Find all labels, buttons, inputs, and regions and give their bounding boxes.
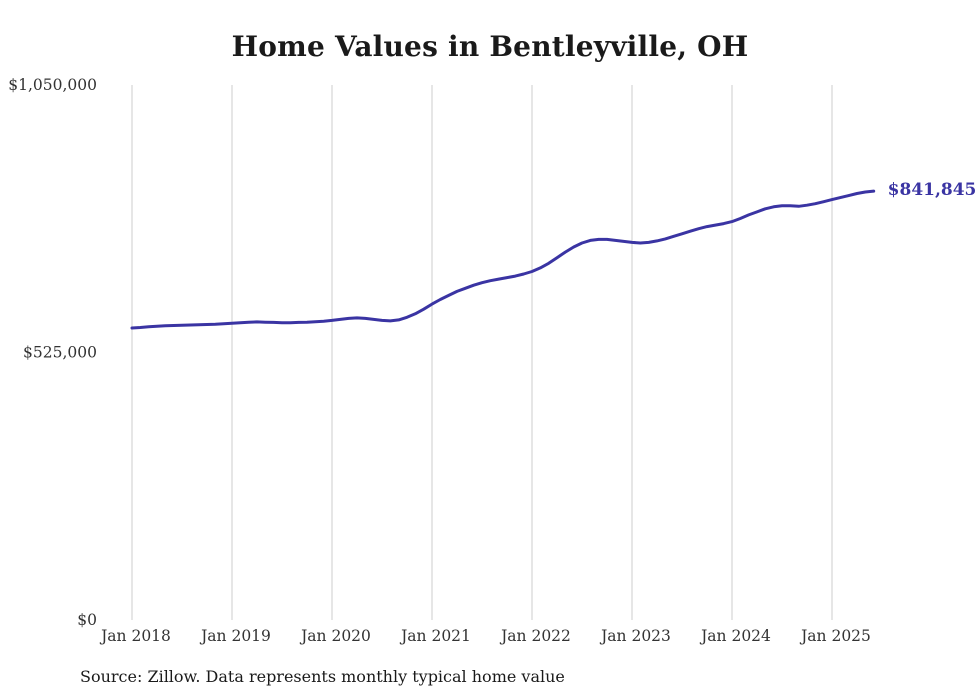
x-tick-label: Jan 2024 [699, 627, 771, 645]
y-tick-label: $1,050,000 [8, 76, 97, 94]
latest-value-label: $841,845 [887, 180, 977, 201]
chart-title: Home Values in Bentleyville, OH [231, 30, 749, 63]
x-tick-label: Jan 2019 [199, 627, 271, 645]
x-tick-label: Jan 2023 [599, 627, 671, 645]
home-value-line [130, 189, 876, 330]
x-tick-label: Jan 2021 [399, 627, 471, 645]
x-tick-label: Jan 2022 [499, 627, 571, 645]
x-tick-label: Jan 2018 [99, 627, 171, 645]
y-tick-label: $525,000 [23, 344, 97, 362]
x-tick-label: Jan 2020 [299, 627, 371, 645]
y-tick-label: $0 [77, 611, 97, 629]
x-tick-label: Jan 2025 [799, 627, 871, 645]
source-note: Source: Zillow. Data represents monthly … [80, 667, 565, 686]
